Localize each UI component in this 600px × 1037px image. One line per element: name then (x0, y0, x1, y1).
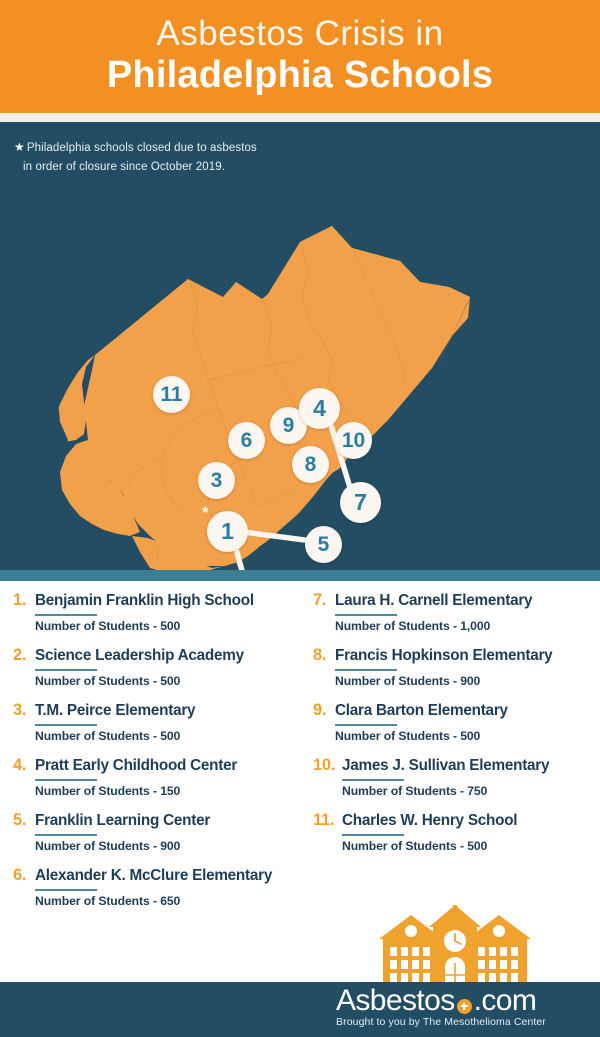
list-item-number: 10. (313, 756, 336, 775)
list-item-name: Alexander K. McClure Elementary (35, 867, 273, 885)
list-item-rule (335, 724, 397, 727)
map-marker-7[interactable]: 7 (340, 482, 381, 523)
list-item[interactable]: 9. Clara Barton Elementary Number of Stud… (313, 701, 600, 743)
list-item[interactable]: 8. Francis Hopkinson Elementary Number of… (313, 646, 600, 688)
list-item-number: 7. (313, 591, 327, 609)
list-item[interactable]: 1. Benjamin Franklin High School Number o… (13, 591, 313, 633)
list-item-name: Benjamin Franklin High School (35, 592, 254, 609)
map-marker-6[interactable]: 6 (228, 422, 265, 459)
list-item-students: Number of Students - 500 (335, 729, 481, 744)
list-item-number: 1. (13, 591, 27, 609)
list-item-number: 8. (313, 646, 327, 665)
list-item-name: Laura H. Carnell Elementary (335, 592, 533, 609)
header-title-line2: Philadelphia Schools (106, 53, 494, 96)
logo-plus-icon (456, 998, 472, 1014)
header-title-line1: Asbestos Crisis in (156, 14, 444, 54)
map-marker-8[interactable]: 8 (292, 446, 329, 483)
list-item-rule (35, 614, 97, 617)
map-marker-3[interactable]: 3 (198, 462, 235, 499)
school-list-column-left: 1. Benjamin Franklin High School Number o… (13, 591, 313, 921)
list-item-rule (342, 779, 404, 782)
list-item-rule (35, 889, 97, 892)
school-building-icon (379, 905, 531, 989)
legend-line-1: Philadelphia schools closed due to asbes… (26, 142, 257, 154)
map-marker-1[interactable]: 1 (207, 511, 248, 552)
list-item-rule (35, 834, 97, 837)
list-item-students: Number of Students - 900 (335, 674, 481, 689)
site-logo[interactable]: Asbestos .com Brought to you by The Meso… (336, 984, 592, 1028)
list-item-rule (335, 614, 397, 617)
list-item-name: Pratt Early Childhood Center (35, 757, 238, 775)
list-item-name: Franklin Learning Center (35, 812, 211, 830)
map-marker-11[interactable]: 11 (153, 376, 190, 413)
list-item-students: Number of Students - 150 (35, 784, 181, 799)
list-item[interactable]: 2. Science Leadership Academy Number of S… (13, 646, 313, 688)
list-item-name: Science Leadership Academy (35, 647, 244, 665)
list-item-name: James J. Sullivan Elementary (342, 757, 550, 775)
list-item-number: 2. (13, 646, 27, 665)
section-divider-band (0, 570, 600, 581)
list-item-students: Number of Students - 500 (35, 674, 181, 689)
list-item-name: Clara Barton Elementary (335, 702, 508, 720)
legend-star-icon: ★ (14, 140, 25, 154)
footer-bar (0, 982, 600, 1037)
list-item[interactable]: 7. Laura H. Carnell Elementary Number of … (313, 591, 600, 633)
list-item-number: 3. (13, 701, 27, 720)
philadelphia-map-graphic (0, 226, 600, 570)
list-item-name: Francis Hopkinson Elementary (335, 647, 553, 665)
list-item-students: Number of Students - 1,000 (335, 619, 491, 634)
logo-brand-text: Asbestos (336, 984, 455, 1017)
list-item-number: 9. (313, 701, 327, 720)
list-item-number: 5. (13, 811, 27, 830)
list-item-rule (35, 779, 97, 782)
page-header: Asbestos Crisis in Philadelphia Schools (0, 0, 600, 113)
list-item-number: 4. (13, 756, 27, 775)
list-item-number: 6. (13, 866, 27, 885)
list-item-students: Number of Students - 900 (35, 839, 181, 854)
list-item-students: Number of Students - 500 (35, 619, 181, 634)
legend-line-2: in order of closure since October 2019. (23, 160, 226, 173)
list-item[interactable]: 6. Alexander K. McClure Elementary Number… (13, 866, 313, 908)
map-marker-4[interactable]: 4 (299, 388, 340, 429)
list-item[interactable]: 4. Pratt Early Childhood Center Number of… (13, 756, 313, 798)
list-item-name: T.M. Peirce Elementary (35, 702, 196, 720)
list-item-rule (35, 724, 97, 727)
list-item-number: 11. (313, 811, 335, 830)
list-item-rule (342, 834, 404, 837)
list-item[interactable]: 3. T.M. Peirce Elementary Number of Stude… (13, 701, 313, 743)
list-item-name: Charles W. Henry School (342, 812, 518, 830)
map-star-marker: * (202, 503, 209, 522)
list-item-students: Number of Students - 500 (35, 729, 181, 744)
map-marker-5[interactable]: 5 (305, 526, 342, 563)
header-divider-strip (0, 113, 600, 122)
map-legend: ★ Philadelphia schools closed due to asbe… (14, 138, 324, 177)
list-item-rule (35, 669, 97, 672)
school-list-column-right: 7. Laura H. Carnell Elementary Number of … (313, 591, 600, 866)
list-item-rule (335, 669, 397, 672)
school-list-section: 1. Benjamin Franklin High School Number o… (0, 581, 600, 982)
list-item-students: Number of Students - 500 (342, 839, 488, 854)
list-item[interactable]: 11. Charles W. Henry School Number of Stu… (313, 811, 600, 853)
logo-tld-text: .com (473, 984, 537, 1017)
map-section: ★ Philadelphia schools closed due to asbe… (0, 122, 600, 570)
list-item[interactable]: 10. James J. Sullivan Elementary Number o… (313, 756, 600, 798)
map-marker-10[interactable]: 10 (335, 422, 372, 459)
logo-tagline: Brought to you by The Mesothelioma Cente… (336, 1016, 546, 1028)
list-item[interactable]: 5. Franklin Learning Center Number of Stu… (13, 811, 313, 853)
list-item-students: Number of Students - 650 (35, 894, 181, 909)
list-item-students: Number of Students - 750 (342, 784, 488, 799)
